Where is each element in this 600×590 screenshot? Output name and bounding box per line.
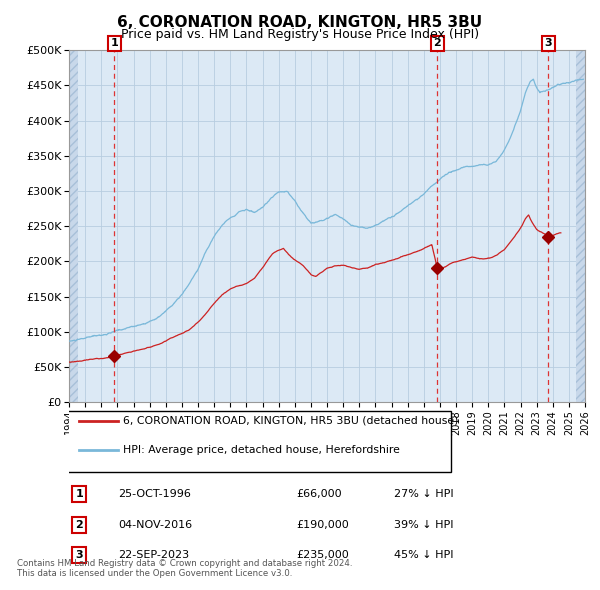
Text: 45% ↓ HPI: 45% ↓ HPI [394,550,454,560]
Bar [69,50,78,402]
Text: £66,000: £66,000 [296,489,341,499]
Text: 3: 3 [76,550,83,560]
Text: 6, CORONATION ROAD, KINGTON, HR5 3BU (detached house): 6, CORONATION ROAD, KINGTON, HR5 3BU (de… [123,416,458,426]
Text: 1: 1 [110,38,118,48]
Text: 1: 1 [76,489,83,499]
Text: Price paid vs. HM Land Registry's House Price Index (HPI): Price paid vs. HM Land Registry's House … [121,28,479,41]
Bar [576,50,585,402]
FancyBboxPatch shape [64,411,451,472]
Text: Contains HM Land Registry data © Crown copyright and database right 2024.: Contains HM Land Registry data © Crown c… [17,559,352,568]
Text: 2: 2 [433,38,441,48]
Text: This data is licensed under the Open Government Licence v3.0.: This data is licensed under the Open Gov… [17,569,292,578]
Text: 2: 2 [76,520,83,530]
Text: 6, CORONATION ROAD, KINGTON, HR5 3BU: 6, CORONATION ROAD, KINGTON, HR5 3BU [118,15,482,30]
Text: 3: 3 [544,38,552,48]
Text: 04-NOV-2016: 04-NOV-2016 [118,520,192,530]
Text: 39% ↓ HPI: 39% ↓ HPI [394,520,454,530]
Text: HPI: Average price, detached house, Herefordshire: HPI: Average price, detached house, Here… [123,445,400,455]
Text: 22-SEP-2023: 22-SEP-2023 [118,550,189,560]
Text: 25-OCT-1996: 25-OCT-1996 [118,489,191,499]
Text: £235,000: £235,000 [296,550,349,560]
Text: 27% ↓ HPI: 27% ↓ HPI [394,489,454,499]
Text: £190,000: £190,000 [296,520,349,530]
